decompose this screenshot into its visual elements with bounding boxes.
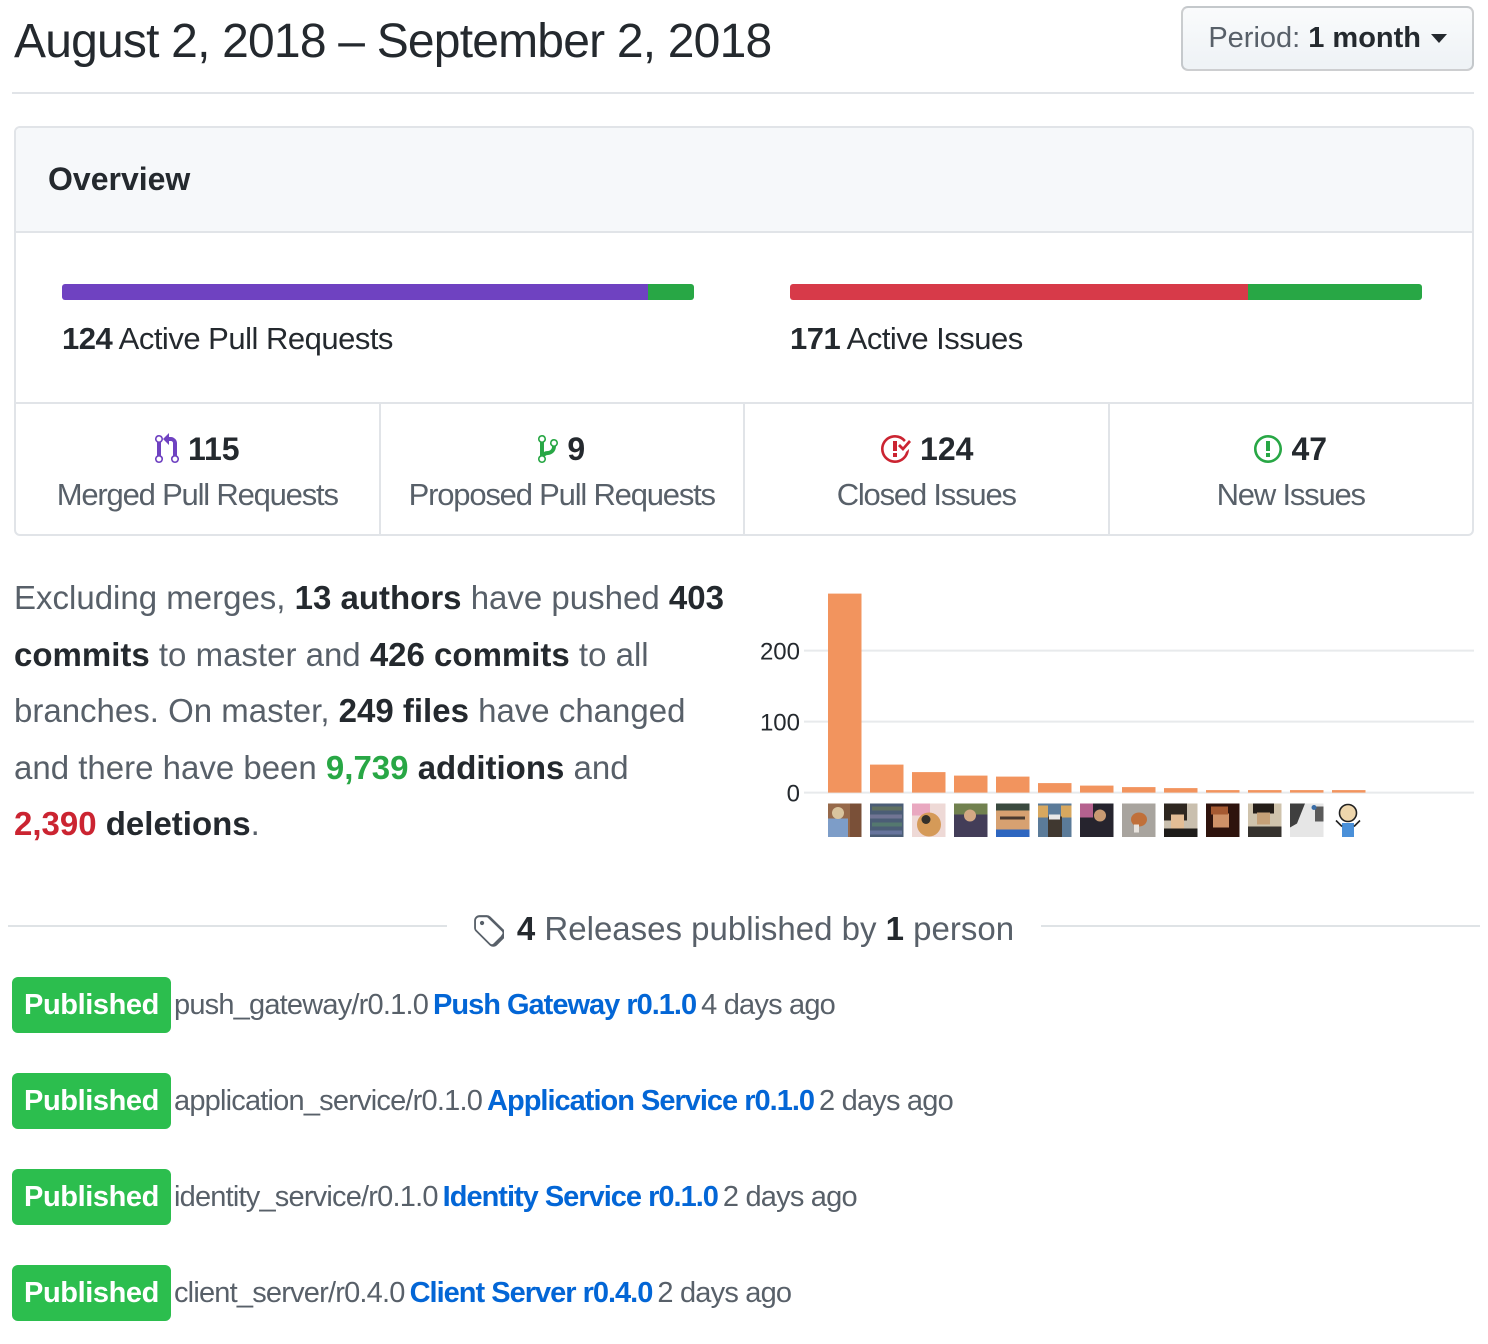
svg-text:100: 100 <box>760 710 800 737</box>
svg-text:0: 0 <box>787 781 800 808</box>
svg-text:200: 200 <box>760 639 800 666</box>
